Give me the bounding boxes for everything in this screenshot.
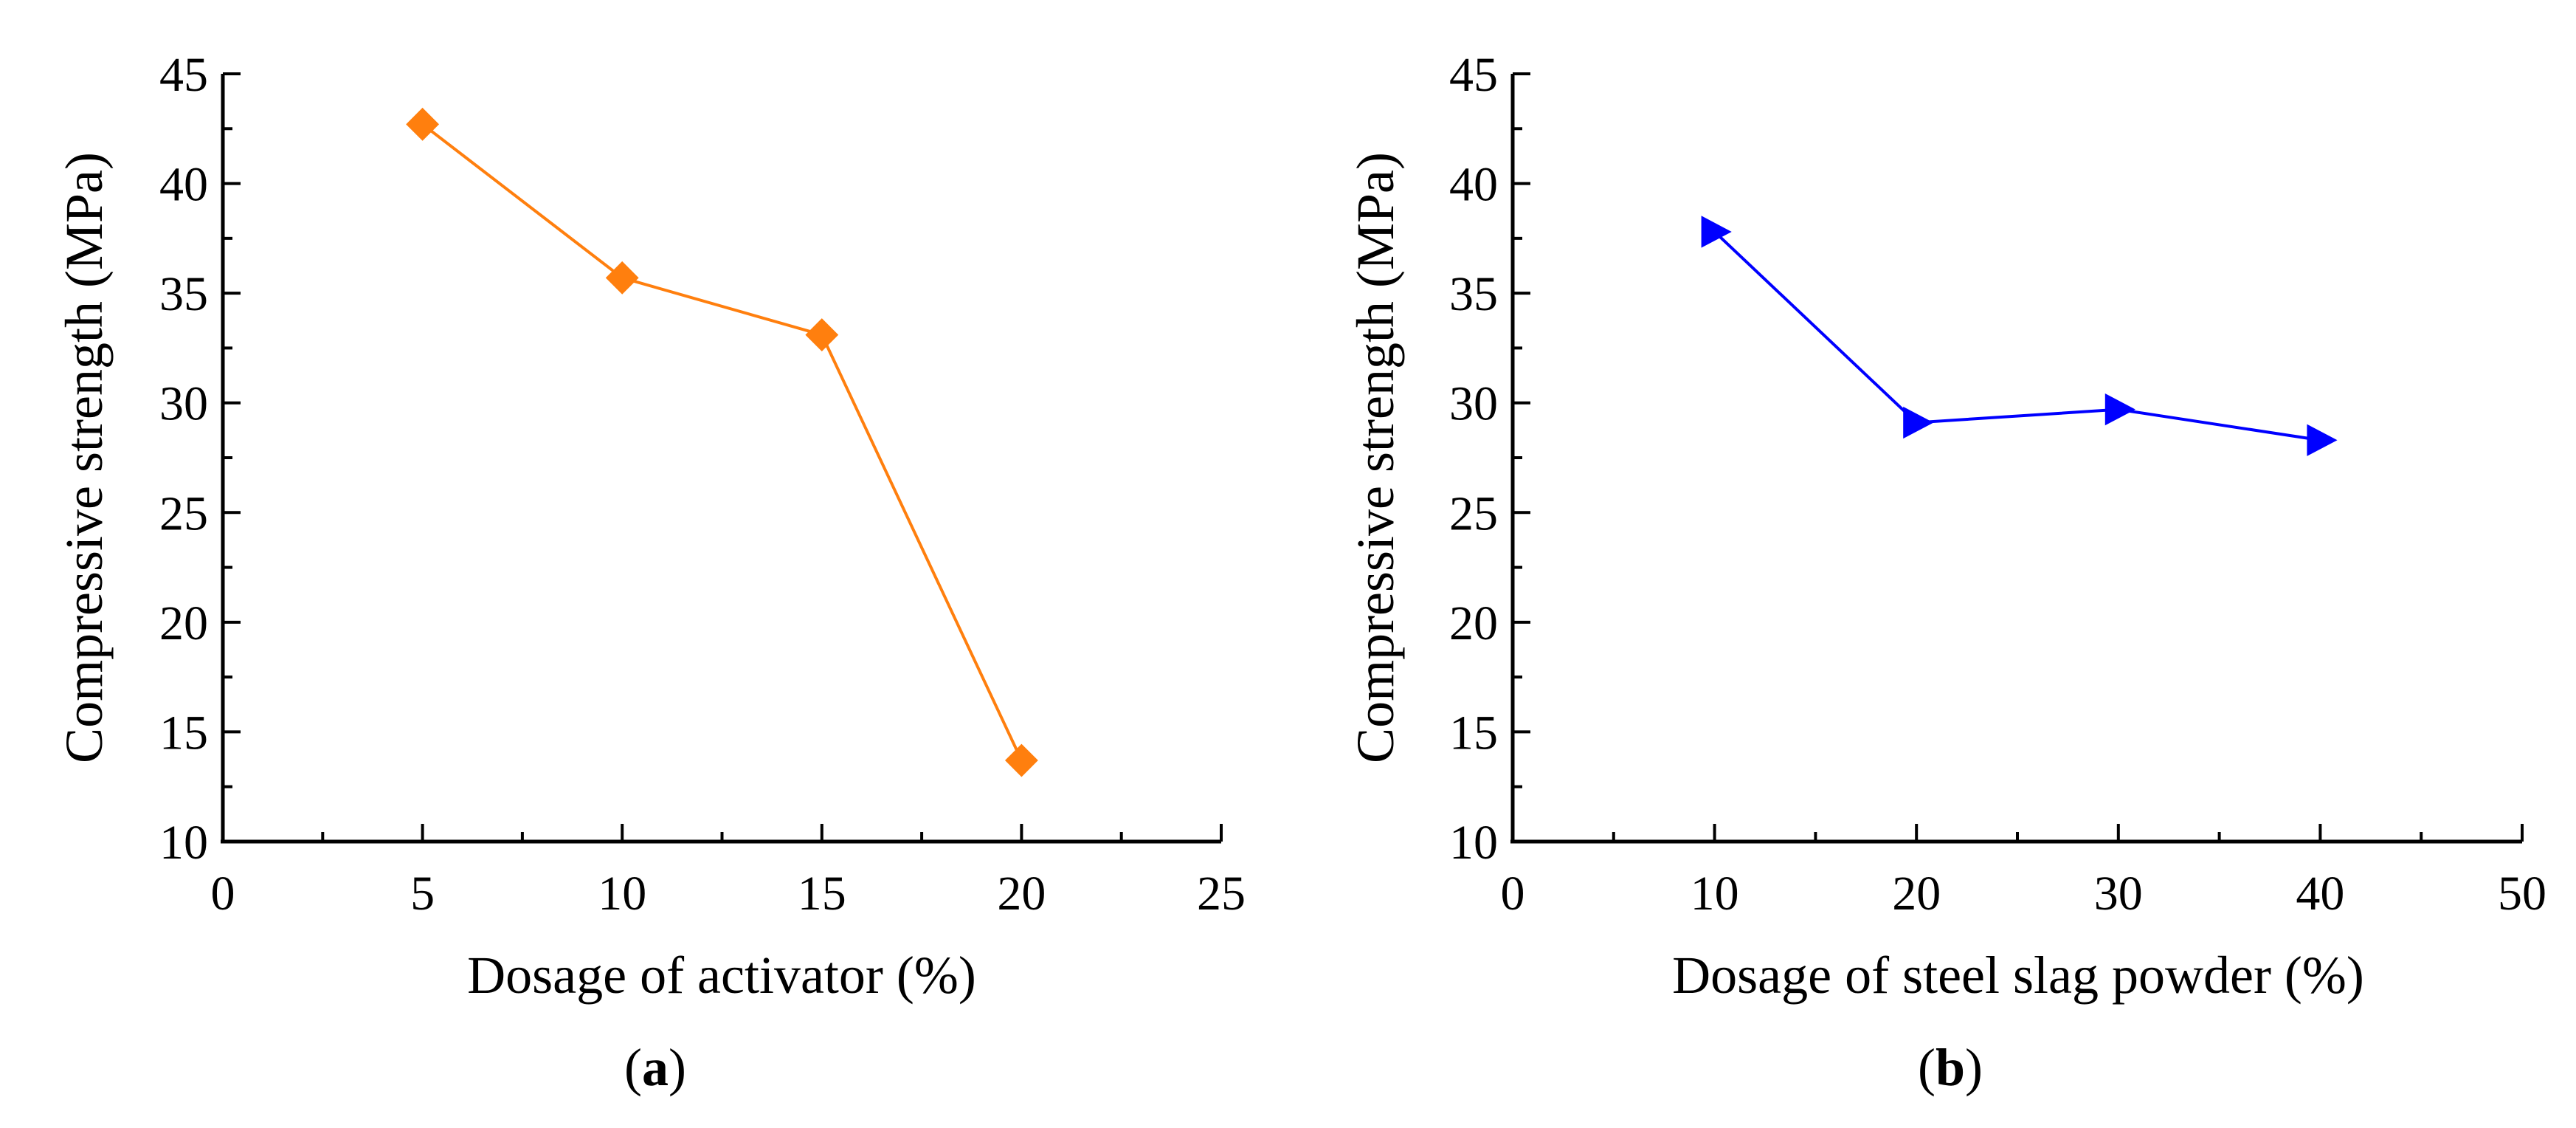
- y-tick-label: 25: [159, 486, 208, 540]
- panel-label-letter: b: [1936, 1038, 1965, 1097]
- data-point-marker: [605, 261, 639, 295]
- x-tick-label: 40: [2296, 867, 2344, 921]
- series-group: [406, 107, 1038, 777]
- panel-label-close: ): [669, 1038, 686, 1097]
- y-tick-label: 20: [159, 596, 208, 650]
- y-tick-label: 35: [1449, 267, 1498, 321]
- y-tick-label: 20: [1449, 596, 1498, 650]
- panel-label: (b): [1918, 1038, 1983, 1097]
- x-tick-label: 5: [410, 867, 435, 921]
- y-tick-label: 40: [159, 158, 208, 212]
- data-point-marker: [805, 318, 839, 352]
- x-tick-label: 0: [1501, 867, 1525, 921]
- data-point-marker: [1004, 743, 1038, 777]
- y-tick-label: 10: [1449, 816, 1498, 870]
- y-tick-label: 15: [159, 706, 208, 760]
- y-axis-title: Compressive strength (MPa): [55, 152, 114, 763]
- series-line: [1713, 230, 2321, 442]
- panel-label-close: ): [1965, 1038, 1983, 1097]
- data-point-marker: [1701, 216, 1732, 248]
- y-axis-title: Compressive strength (MPa): [1346, 152, 1405, 763]
- data-point-marker: [1903, 406, 1934, 439]
- x-tick-label: 20: [997, 867, 1046, 921]
- x-tick-label: 50: [2498, 867, 2546, 921]
- y-tick-label: 25: [1449, 486, 1498, 540]
- y-tick-label: 45: [159, 48, 208, 102]
- chart-panel-a: 10 15 20 25 30 35 40 45 0 5 10 15 20 25 Dosage of ac…: [55, 48, 1246, 1097]
- series-line: [421, 123, 1023, 761]
- x-ticks: 0 10 20 30 40 50: [1501, 824, 2546, 921]
- x-tick-label: 10: [598, 867, 646, 921]
- panel-label-letter: a: [642, 1038, 669, 1097]
- x-tick-label: 0: [211, 867, 235, 921]
- y-ticks: 10 15 20 25 30 35 40 45: [1449, 48, 1530, 870]
- y-tick-label: 10: [159, 816, 208, 870]
- x-axis-title: Dosage of steel slag powder (%): [1672, 946, 2364, 1005]
- x-tick-label: 30: [2094, 867, 2143, 921]
- data-point-marker: [2104, 393, 2135, 426]
- x-axis-title: Dosage of activator (%): [467, 946, 976, 1005]
- y-tick-label: 40: [1449, 158, 1498, 212]
- y-tick-label: 30: [1449, 377, 1498, 431]
- y-tick-label: 45: [1449, 48, 1498, 102]
- x-ticks: 0 5 10 15 20 25: [211, 824, 1246, 921]
- y-tick-label: 30: [159, 377, 208, 431]
- y-tick-label: 15: [1449, 706, 1498, 760]
- x-tick-label: 25: [1197, 867, 1246, 921]
- data-point-marker: [406, 107, 440, 141]
- panel-label: (a): [624, 1038, 686, 1097]
- series-group: [1701, 216, 2338, 456]
- data-point-marker: [2307, 424, 2338, 456]
- x-tick-label: 10: [1691, 867, 1739, 921]
- panel-label-open: (: [1918, 1038, 1936, 1097]
- y-tick-label: 35: [159, 267, 208, 321]
- y-ticks: 10 15 20 25 30 35 40 45: [159, 48, 241, 870]
- x-tick-label: 15: [798, 867, 846, 921]
- x-tick-label: 20: [1892, 867, 1941, 921]
- panel-label-open: (: [624, 1038, 642, 1097]
